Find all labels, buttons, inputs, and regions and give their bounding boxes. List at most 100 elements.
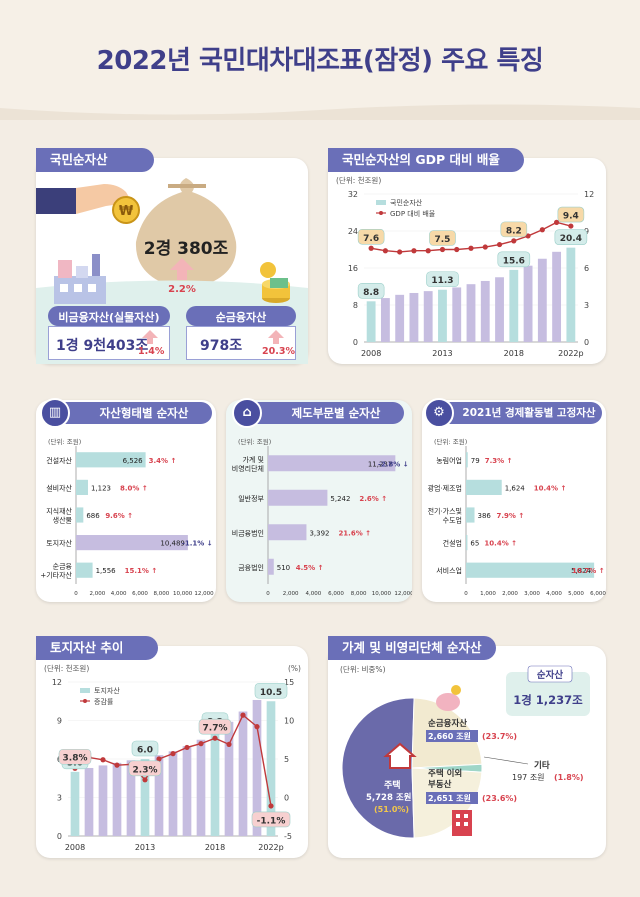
total-up-arrow-icon: [170, 258, 194, 280]
y-left-tick: 0: [57, 832, 62, 841]
slice-amount-1-box: [426, 730, 478, 742]
line-point-2014: [156, 756, 162, 762]
value-label: 5,824: [571, 567, 592, 575]
bar-1: [268, 489, 328, 506]
legend-line-dot: [379, 211, 383, 215]
slice-name-3: 주택 이외: [428, 768, 462, 779]
value-label: 510: [277, 564, 290, 572]
legend-bar: 토지자산: [94, 686, 120, 695]
x-tick: 0: [266, 591, 270, 597]
line-label-2013: 7.5: [434, 235, 450, 245]
nonfin-up-arrow-icon: [142, 330, 158, 344]
bar-2013: [140, 759, 150, 836]
x-tick: 8,000: [153, 591, 169, 597]
change-label: 2.6% ↑: [359, 495, 387, 503]
bar-label-2013: 11.3: [431, 276, 453, 286]
change-label: 10.7% ↑: [572, 567, 605, 575]
unit-label: (단위: 조원): [434, 437, 467, 446]
line-point-2020: [539, 227, 545, 233]
change-label: 7.9% ↑: [496, 512, 524, 520]
y-right-tick: 12: [584, 190, 594, 199]
bar-2014: [154, 755, 164, 836]
x-tick: 2008: [361, 349, 381, 358]
category-label: 전기·가스및: [428, 507, 462, 516]
y-right-tick: 15: [284, 678, 294, 687]
line-point-2010: [397, 249, 403, 255]
x-tick: 6,000: [328, 591, 344, 597]
line-label-2008-box: [58, 748, 92, 765]
category-label: 광업·제조업: [428, 484, 462, 492]
bar-3: [76, 535, 188, 551]
bar-2009: [84, 767, 94, 836]
money-bag-icon: [135, 178, 237, 290]
slice-amount-0: 5,728 조원: [366, 792, 412, 803]
bar-label-2013-box: [131, 740, 159, 757]
y-left-tick: 16: [348, 264, 358, 273]
y-right-tick: 10: [284, 717, 294, 726]
title-band: [0, 0, 640, 118]
value-label: 10,489: [160, 540, 185, 548]
change-label: -1.1% ↓: [182, 540, 213, 548]
inst-chart: (단위: 조원) 0 2,000 4,000 6,000 8,000 10,000 12,00…: [232, 437, 412, 597]
bar-2021: [252, 699, 262, 836]
category-label: 서비스업: [436, 566, 462, 575]
value-label: 3,392: [309, 529, 329, 537]
value-label: 686: [86, 512, 100, 520]
bar-1: [76, 479, 88, 495]
building-body: [452, 810, 472, 836]
value-label: 65: [470, 540, 479, 548]
y-right-tick: 3: [584, 301, 589, 310]
x-tick: 2018: [504, 349, 524, 358]
line-label-2013: 2.3%: [133, 765, 158, 775]
x-tick: 1,000: [480, 591, 496, 597]
bar-2012: [126, 760, 136, 836]
legend-line-dot: [83, 699, 87, 703]
y-right-tick: -5: [284, 832, 292, 841]
building-window: [456, 814, 460, 818]
econ-tab-label: 2021년 경제활동별 고정자산: [462, 407, 596, 419]
line-label-2018: 7.7%: [203, 724, 228, 734]
inst-tab-label: 제도부문별 순자산: [291, 406, 381, 420]
house-icon: [383, 742, 417, 769]
household-chart: (단위: 비중%) 주택5,728 조원 (51.0%) 순자산 1경 1,237조순금…: [340, 664, 590, 839]
legend-line: 증감률: [94, 698, 114, 706]
category-label: 농림어업: [436, 456, 462, 465]
slice-amount-3: 2,651 조원: [428, 793, 471, 803]
line-point-2018: [511, 238, 517, 244]
x-tick: 8,000: [351, 591, 367, 597]
category-label: 금융법인: [238, 563, 264, 572]
x-tick: 2013: [432, 349, 452, 358]
nonfin-change: 1.4%: [138, 346, 165, 357]
bar-2013: [438, 289, 447, 342]
y-left-tick: 8: [353, 301, 358, 310]
nonfin-label-box: [48, 306, 170, 326]
line-point-2021: [554, 219, 560, 225]
bar-label-2022p: 20.4: [560, 234, 582, 244]
x-tick: 0: [464, 591, 468, 597]
line-point-2019: [226, 741, 232, 747]
nonfin-label: 비금융자산(실물자산): [58, 311, 160, 324]
x-tick: 4,000: [111, 591, 127, 597]
bar-2: [76, 507, 84, 523]
bar-2019: [224, 721, 234, 836]
bar-2022p: [266, 701, 276, 836]
unit-label: (단위: 천조원): [44, 663, 89, 673]
category-label: 설비자산: [46, 483, 72, 492]
y-left-tick: 9: [57, 717, 62, 726]
bar-label-2022p: 10.5: [260, 688, 282, 698]
y-right-tick: 5: [284, 755, 289, 764]
coin-stack-icon: [260, 262, 290, 303]
bar-3: [466, 535, 468, 551]
fin-up-arrow-icon: [268, 330, 284, 344]
line-point-2011: [411, 248, 417, 254]
bar-2: [466, 507, 475, 523]
category-label: 건설업: [443, 539, 462, 548]
change-label: 10.4% ↑: [484, 540, 517, 548]
hand-icon: [76, 184, 132, 214]
factory-icon: [54, 254, 106, 304]
line-point-2010: [100, 757, 106, 763]
line-label-2018-box: [500, 221, 528, 238]
slice-name-1: 순금융자산: [428, 718, 467, 729]
x-tick: 2018: [205, 843, 225, 852]
slice-pct-3: (23.6%): [482, 794, 517, 803]
